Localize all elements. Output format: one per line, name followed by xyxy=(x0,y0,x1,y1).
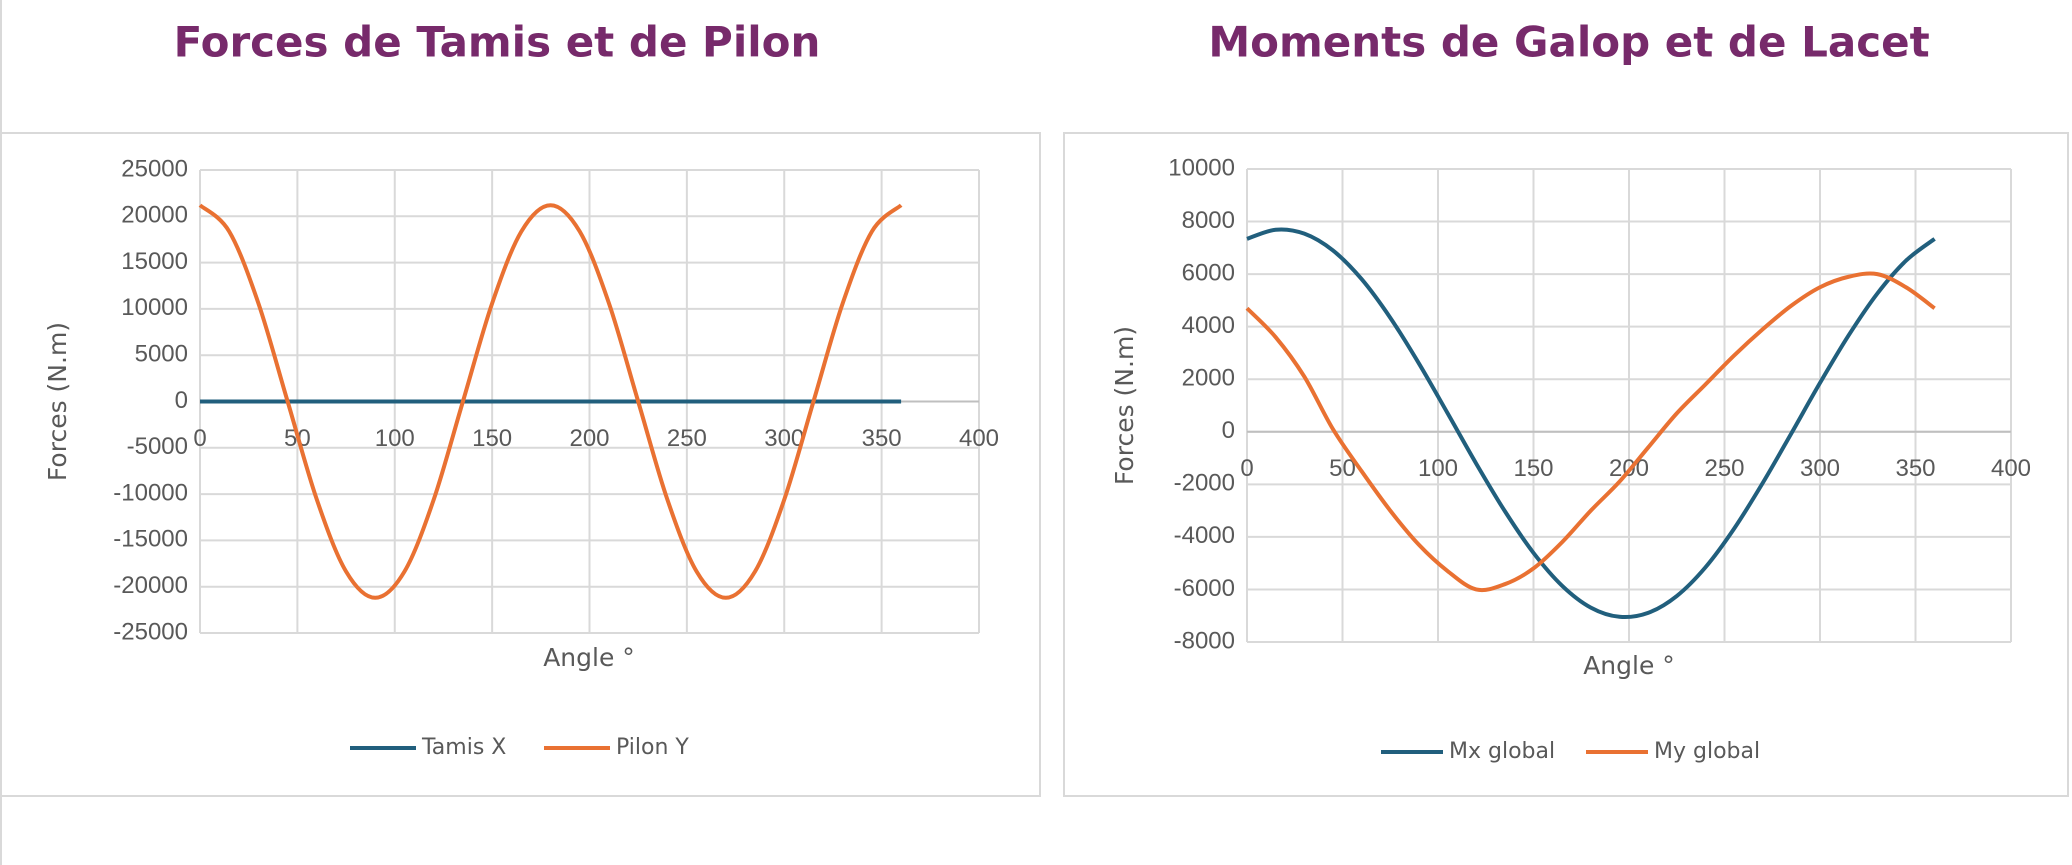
y-tick-label: 10000 xyxy=(1168,154,1235,181)
chart-title: Moments de Galop et de Lacet xyxy=(1208,18,1929,67)
y-tick-label: 6000 xyxy=(1182,259,1235,286)
x-tick-label: 100 xyxy=(1418,455,1458,482)
x-tick-label: 100 xyxy=(375,425,415,452)
y-tick-label: 10000 xyxy=(121,294,188,321)
y-axis-title: Forces (N.m) xyxy=(1110,326,1139,485)
y-tick-label: -8000 xyxy=(1174,627,1235,654)
chart-frame xyxy=(0,132,1041,797)
y-tick-label: 8000 xyxy=(1182,207,1235,234)
y-tick-label: -5000 xyxy=(127,433,188,460)
y-axis-title: Forces (N.m) xyxy=(43,322,72,481)
chart-frame xyxy=(1063,132,2069,797)
x-tick-label: 350 xyxy=(1895,455,1935,482)
x-tick-label: 150 xyxy=(472,425,512,452)
legend-label: My global xyxy=(1654,739,1760,764)
x-tick-label: 300 xyxy=(764,425,804,452)
y-tick-label: 20000 xyxy=(121,202,188,229)
x-axis-title: Angle ° xyxy=(543,643,635,672)
y-tick-label: -2000 xyxy=(1174,470,1235,497)
x-tick-label: 150 xyxy=(1513,455,1553,482)
x-tick-label: 400 xyxy=(1991,455,2031,482)
y-tick-label: 0 xyxy=(1222,417,1235,444)
x-tick-label: 200 xyxy=(569,425,609,452)
y-tick-label: -25000 xyxy=(113,618,188,645)
y-tick-label: 2000 xyxy=(1182,365,1235,392)
series-line xyxy=(1246,227,1936,620)
y-tick-label: 5000 xyxy=(135,341,188,368)
y-tick-label: 4000 xyxy=(1182,312,1235,339)
x-tick-label: 400 xyxy=(959,425,999,452)
legend-label: Mx global xyxy=(1449,739,1555,764)
y-tick-label: -20000 xyxy=(113,572,188,599)
y-tick-label: -15000 xyxy=(113,526,188,553)
chart-title: Forces de Tamis et de Pilon xyxy=(174,18,821,67)
x-tick-label: 300 xyxy=(1800,455,1840,482)
x-tick-label: 250 xyxy=(667,425,707,452)
x-tick-label: 250 xyxy=(1704,455,1744,482)
series-line xyxy=(1245,271,1936,593)
y-tick-label: 25000 xyxy=(121,155,188,182)
y-tick-label: -6000 xyxy=(1174,575,1235,602)
x-tick-label: 0 xyxy=(1240,455,1253,482)
y-tick-label: -10000 xyxy=(113,479,188,506)
y-tick-label: 0 xyxy=(175,387,188,414)
series-line xyxy=(198,203,903,600)
y-tick-label: 15000 xyxy=(121,248,188,275)
x-tick-label: 0 xyxy=(193,425,206,452)
x-axis-title: Angle ° xyxy=(1583,651,1675,680)
x-tick-label: 350 xyxy=(862,425,902,452)
legend-label: Pilon Y xyxy=(616,735,689,760)
y-tick-label: -4000 xyxy=(1174,522,1235,549)
legend-label: Tamis X xyxy=(421,735,506,760)
